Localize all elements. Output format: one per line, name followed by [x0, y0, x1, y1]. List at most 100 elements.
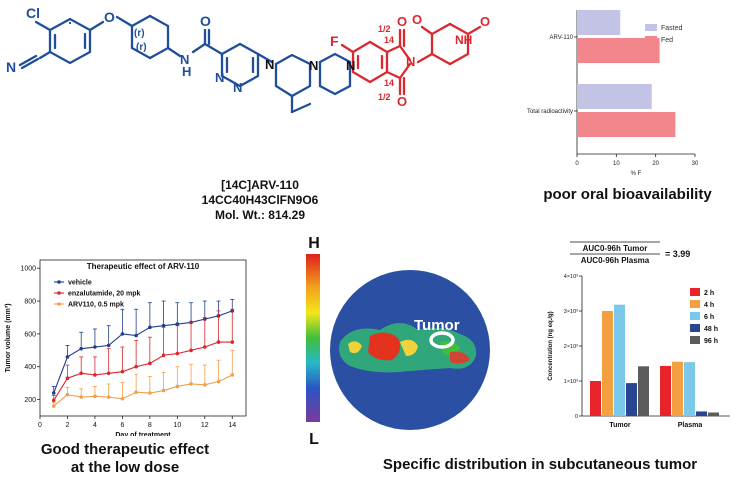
- efficacy-point: [93, 345, 97, 349]
- fraction-label-1: 1/2: [378, 24, 391, 34]
- efficacy-title: Therapeutic effect of ARV-110: [87, 262, 200, 271]
- conc-bar-4h: [672, 361, 683, 416]
- molecule-info: [14C]ARV-110 14CC40H43ClFN9O6 Mol. Wt.: …: [150, 178, 370, 223]
- bio-bar-fasted: [577, 84, 652, 109]
- piperazine-n1-atom: N: [309, 58, 318, 73]
- efficacy-point: [134, 333, 138, 338]
- distribution-caption: Specific distribution in subcutaneous tu…: [382, 456, 698, 473]
- efficacy-point: [79, 395, 83, 399]
- efficacy-point: [216, 340, 221, 344]
- imide-oxygen-2-atom: O: [480, 14, 490, 29]
- efficacy-plot-frame: [39, 259, 247, 417]
- carbon14-label-1: 14: [384, 35, 394, 45]
- efficacy-legend-label: ARV110, 0.5 mpk: [68, 302, 124, 309]
- efficacy-point: [120, 369, 125, 374]
- efficacy-caption-line1: Good therapeutic effect: [40, 441, 210, 458]
- efficacy-point: [161, 353, 166, 358]
- efficacy-series-line: [53, 310, 233, 394]
- conc-category-label: Plasma: [678, 422, 703, 429]
- efficacy-x-label: Day of treatment: [115, 432, 171, 436]
- efficacy-x-tick-label: 2: [66, 422, 70, 429]
- efficacy-y-tick-label: 400: [24, 364, 36, 371]
- efficacy-point: [134, 364, 138, 369]
- color-scale-bar: [306, 254, 320, 422]
- efficacy-x-tick-label: 6: [120, 422, 124, 429]
- fraction-label-2: 1/2: [378, 92, 391, 102]
- amide-oxygen-atom: O: [200, 13, 211, 29]
- efficacy-point: [93, 394, 97, 399]
- bio-legend-swatch: [645, 24, 657, 31]
- carbonyl-oxygen-1-atom: O: [397, 14, 407, 29]
- isoindole-n-atom: N: [406, 54, 415, 69]
- efficacy-chart: Therapeutic effect of ARV-110 0 2 4 6 8 10 12 14…: [5, 259, 247, 436]
- efficacy-point: [203, 383, 207, 387]
- stereo-label-2: (r): [136, 42, 147, 53]
- conc-y-tick-label: 3×10³: [564, 309, 578, 315]
- bio-category-label: ARV-110: [550, 35, 574, 41]
- conc-legend-swatch: [690, 312, 700, 320]
- conc-bar-6h: [684, 362, 695, 416]
- efficacy-caption: Good therapeutic effect at the low dose: [0, 441, 250, 477]
- conc-bar-96h: [638, 366, 649, 416]
- efficacy-point: [203, 345, 207, 349]
- efficacy-point: [134, 390, 138, 394]
- efficacy-point: [65, 392, 70, 397]
- efficacy-point: [79, 346, 83, 351]
- efficacy-series-line: [53, 341, 233, 401]
- bioavailability-chart: 0 10 20 30 % F ARV-110 Total radioactivity Fast…: [527, 10, 699, 177]
- pyridazine-n1-atom: N: [215, 70, 224, 85]
- conc-legend-label: 6 h: [704, 314, 714, 321]
- conc-bar-2h: [590, 381, 601, 416]
- tumor-label: Tumor: [414, 317, 460, 334]
- auc-numerator: AUC0-96h Tumor: [583, 244, 648, 253]
- efficacy-caption-line2: at the low dose: [70, 459, 180, 476]
- chlorine-atom: Cl: [26, 5, 40, 21]
- molecule-name: [14C]ARV-110: [221, 178, 299, 192]
- bio-legend-swatch: [645, 36, 657, 43]
- conc-legend-swatch: [690, 288, 700, 296]
- conc-y-tick-label: 0: [575, 414, 578, 420]
- efficacy-point: [216, 379, 221, 384]
- conc-legend-label: 96 h: [704, 338, 718, 345]
- efficacy-x-tick-label: 0: [38, 422, 42, 429]
- carbon14-label-2: 14: [384, 78, 394, 88]
- bioavailability-caption: poor oral bioavailability: [543, 186, 712, 203]
- structure-right-fragment: [340, 22, 482, 96]
- conc-legend-swatch: [690, 324, 700, 332]
- scale-low-label: L: [309, 431, 319, 448]
- conc-legend-swatch: [690, 336, 700, 344]
- conc-bar-96h: [708, 412, 719, 416]
- conc-bar-48h: [626, 383, 637, 416]
- conc-bar-2h: [660, 365, 671, 416]
- bio-bar-fasted: [577, 10, 621, 35]
- efficacy-y-label: Tumor volume (mm³): [5, 303, 12, 372]
- bio-category-label: Total radioactivity: [527, 109, 573, 115]
- efficacy-point: [189, 382, 193, 386]
- auc-ratio-value: = 3.99: [665, 249, 690, 259]
- efficacy-x-tick-label: 10: [173, 422, 181, 429]
- autoradiography-panel: H L Tumor: [306, 235, 490, 448]
- conc-category-label: Tumor: [609, 422, 631, 429]
- efficacy-point: [79, 371, 83, 376]
- efficacy-y-tick-label: 200: [24, 397, 36, 404]
- conc-y-tick-label: 2×10³: [564, 344, 578, 350]
- efficacy-point: [148, 361, 152, 366]
- efficacy-legend-marker: [57, 291, 61, 295]
- efficacy-point: [189, 348, 193, 353]
- efficacy-point: [230, 340, 235, 344]
- efficacy-y-tick-label: 800: [24, 299, 36, 306]
- auc-denominator: AUC0-96h Plasma: [581, 256, 650, 265]
- conc-legend-label: 4 h: [704, 302, 714, 309]
- efficacy-point: [175, 322, 180, 326]
- efficacy-point: [175, 351, 180, 356]
- molecule-weight: Mol. Wt.: 814.29: [214, 208, 306, 222]
- imide-oxygen-1-atom: O: [412, 12, 422, 27]
- efficacy-x-tick-label: 4: [93, 422, 97, 429]
- efficacy-y-tick-label: 600: [24, 331, 36, 338]
- conc-bar-48h: [696, 411, 707, 416]
- bio-legend-label: Fasted: [661, 25, 683, 32]
- efficacy-point: [148, 325, 152, 330]
- efficacy-point: [65, 376, 70, 381]
- efficacy-point: [65, 355, 70, 359]
- efficacy-y-tick-label: 1000: [20, 266, 36, 273]
